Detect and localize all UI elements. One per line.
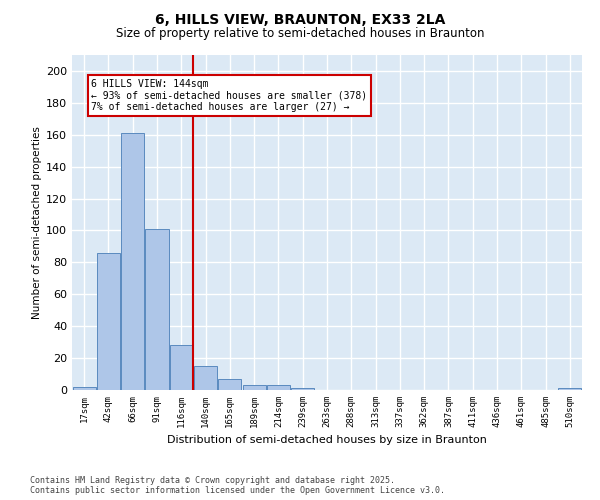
Bar (145, 229, 169, 390)
Bar (559, 388, 581, 390)
X-axis label: Distribution of semi-detached houses by size in Braunton: Distribution of semi-detached houses by … (167, 436, 487, 446)
Text: 6 HILLS VIEW: 144sqm
← 93% of semi-detached houses are smaller (378)
7% of semi-: 6 HILLS VIEW: 144sqm ← 93% of semi-detac… (91, 79, 368, 112)
Y-axis label: Number of semi-detached properties: Number of semi-detached properties (32, 126, 42, 319)
Bar (170, 346, 193, 390)
Bar (267, 385, 290, 390)
Bar (242, 385, 266, 390)
Bar (291, 388, 314, 390)
Bar (121, 133, 144, 390)
Bar (73, 387, 95, 390)
Text: 6, HILLS VIEW, BRAUNTON, EX33 2LA: 6, HILLS VIEW, BRAUNTON, EX33 2LA (155, 12, 445, 26)
Bar (218, 379, 241, 390)
Bar (97, 253, 120, 390)
Text: Contains HM Land Registry data © Crown copyright and database right 2025.
Contai: Contains HM Land Registry data © Crown c… (30, 476, 445, 495)
Text: Size of property relative to semi-detached houses in Braunton: Size of property relative to semi-detach… (116, 28, 484, 40)
Bar (194, 366, 217, 390)
